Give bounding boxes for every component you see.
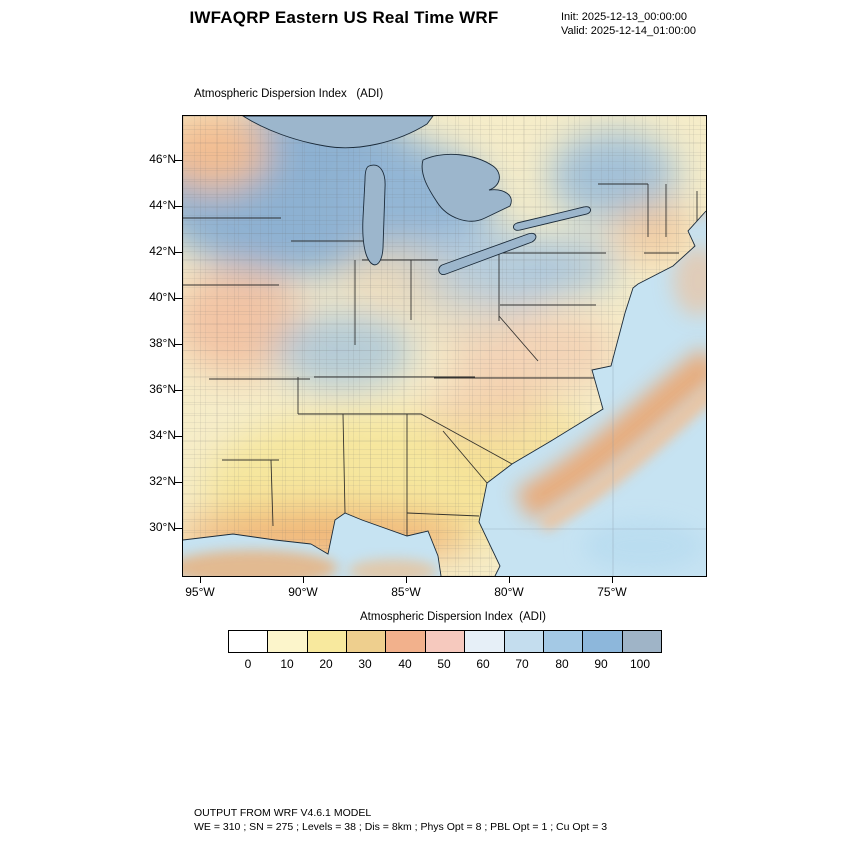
footer-line1: OUTPUT FROM WRF V4.6.1 MODEL xyxy=(194,807,372,819)
colorbar-tick-label: 30 xyxy=(358,657,372,671)
lat-tick-label: 46°N xyxy=(149,152,176,166)
colorbar-tick-label: 20 xyxy=(319,657,333,671)
wrf-map xyxy=(182,115,707,577)
colorbar-cell xyxy=(347,631,387,652)
lon-tick-mark xyxy=(612,576,613,583)
lat-tick-mark xyxy=(175,252,182,253)
colorbar-cell xyxy=(622,631,661,652)
lon-tick-label: 75°W xyxy=(597,585,627,599)
lat-tick-label: 40°N xyxy=(149,290,176,304)
lat-tick-label: 30°N xyxy=(149,520,176,534)
lon-tick-mark xyxy=(509,576,510,583)
lat-tick-mark xyxy=(175,206,182,207)
lat-tick-mark xyxy=(175,160,182,161)
init-time: Init: 2025-12-13_00:00:00 xyxy=(561,11,687,23)
colorbar-cell xyxy=(543,631,584,652)
colorbar-cell xyxy=(583,631,623,652)
colorbar-tick-label: 50 xyxy=(437,657,451,671)
colorbar xyxy=(228,630,662,653)
colorbar-cell xyxy=(425,631,466,652)
colorbar-tick-label: 40 xyxy=(398,657,412,671)
valid-time: Valid: 2025-12-14_01:00:00 xyxy=(561,25,696,37)
lat-tick-mark xyxy=(175,436,182,437)
colorbar-tick-label: 80 xyxy=(555,657,569,671)
colorbar-cell xyxy=(307,631,348,652)
colorbar-cell xyxy=(386,631,426,652)
lat-tick-mark xyxy=(175,528,182,529)
colorbar-cell xyxy=(465,631,505,652)
lon-tick-mark xyxy=(406,576,407,583)
map-variable-label: Atmospheric Dispersion Index (ADI) xyxy=(194,88,384,100)
colorbar-tick-label: 0 xyxy=(244,657,252,671)
colorbar-title: Atmospheric Dispersion Index (ADI) xyxy=(360,611,546,623)
lat-tick-label: 38°N xyxy=(149,336,176,350)
adi-map-graphic xyxy=(183,116,706,576)
model-footer: OUTPUT FROM WRF V4.6.1 MODEL WE = 310 ; … xyxy=(194,806,607,834)
colorbar-tick-label: 90 xyxy=(594,657,608,671)
lat-tick-mark xyxy=(175,298,182,299)
lon-tick-label: 85°W xyxy=(391,585,421,599)
lon-tick-mark xyxy=(200,576,201,583)
run-metadata: Init: 2025-12-13_00:00:00 Valid: 2025-12… xyxy=(561,10,696,38)
colorbar-tick-label: 100 xyxy=(629,657,651,671)
lat-tick-mark xyxy=(175,344,182,345)
lon-tick-label: 90°W xyxy=(288,585,318,599)
colorbar-cell xyxy=(504,631,544,652)
colorbar-cell xyxy=(268,631,308,652)
lon-tick-label: 80°W xyxy=(494,585,524,599)
colorbar-tick-label: 10 xyxy=(280,657,294,671)
colorbar-cell xyxy=(229,631,269,652)
lon-tick-label: 95°W xyxy=(185,585,215,599)
lon-tick-mark xyxy=(303,576,304,583)
lat-tick-label: 44°N xyxy=(149,198,176,212)
lat-tick-label: 32°N xyxy=(149,474,176,488)
colorbar-tick-label: 70 xyxy=(515,657,529,671)
lat-tick-label: 34°N xyxy=(149,428,176,442)
lat-tick-mark xyxy=(175,482,182,483)
lat-tick-label: 42°N xyxy=(149,244,176,258)
footer-line2: WE = 310 ; SN = 275 ; Levels = 38 ; Dis … xyxy=(194,821,608,833)
page-title: IWFAQRP Eastern US Real Time WRF xyxy=(189,8,499,27)
colorbar-tick-label: 60 xyxy=(476,657,490,671)
lat-tick-label: 36°N xyxy=(149,382,176,396)
lat-tick-mark xyxy=(175,390,182,391)
